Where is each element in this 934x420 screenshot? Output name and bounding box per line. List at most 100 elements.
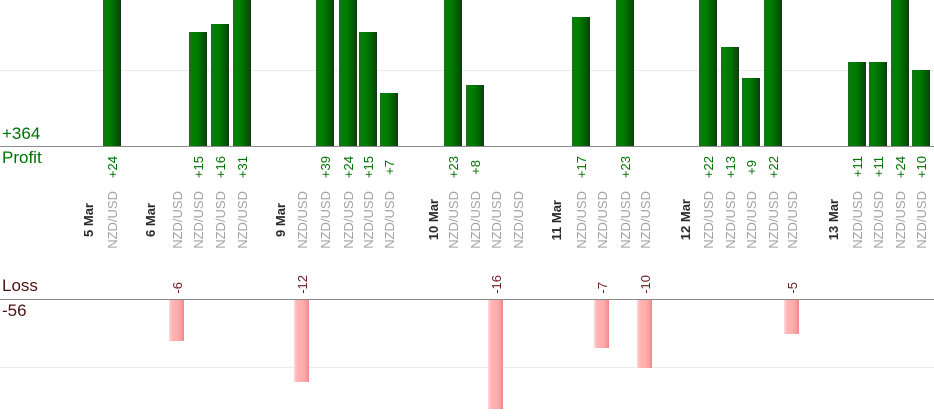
pair-label-text: NZD/USD — [381, 191, 397, 249]
profit-bar — [189, 32, 207, 146]
profit-value-label: +24 — [340, 150, 356, 184]
profit-bar — [444, 0, 462, 146]
loss-gridline — [0, 367, 934, 368]
date-label-text: 9 Mar — [272, 203, 288, 237]
pair-label: NZD/USD — [698, 190, 718, 250]
pair-label: NZD/USD — [358, 190, 378, 250]
profit-value-label-text: +39 — [317, 155, 333, 179]
pair-label: NZD/USD — [615, 190, 635, 250]
profit-value-label-text: +15 — [190, 155, 206, 179]
profit-gridline — [0, 70, 934, 71]
profit-bar — [699, 0, 717, 146]
pair-label-text: NZD/USD — [190, 191, 206, 249]
loss-bar — [488, 300, 503, 409]
profit-value-label-text: +10 — [913, 155, 929, 179]
profit-value-label: +7 — [381, 150, 397, 184]
pair-label: NZD/USD — [592, 190, 612, 250]
profit-value-label: +9 — [743, 150, 759, 184]
pair-label: NZD/USD — [338, 190, 358, 250]
profit-value-label-text: +22 — [765, 155, 781, 179]
pair-label-text: NZD/USD — [340, 191, 356, 249]
pair-label-text: NZD/USD — [234, 191, 250, 249]
profit-value-label: +11 — [849, 150, 865, 184]
profit-value-label-text: +17 — [573, 155, 589, 179]
date-label: 9 Mar — [270, 190, 290, 250]
profit-bar — [848, 62, 866, 146]
pair-label-text: NZD/USD — [169, 191, 185, 249]
pair-label-text: NZD/USD — [573, 191, 589, 249]
profit-value-label: +31 — [234, 150, 250, 184]
profit-bar — [891, 0, 909, 146]
pair-label-text: NZD/USD — [870, 191, 886, 249]
profit-axis-label: Profit — [2, 148, 42, 167]
pair-label: NZD/USD — [315, 190, 335, 250]
pair-label: NZD/USD — [847, 190, 867, 250]
date-label-text: 10 Mar — [425, 199, 441, 241]
pair-label: NZD/USD — [102, 190, 122, 250]
loss-bar — [594, 300, 609, 348]
pair-label-text: NZD/USD — [510, 191, 526, 249]
pair-label: NZD/USD — [465, 190, 485, 250]
profit-value-label-text: +15 — [360, 155, 376, 179]
pair-label-text: NZD/USD — [617, 191, 633, 249]
profit-value-label-text: +11 — [849, 156, 865, 178]
pair-label-text: NZD/USD — [765, 191, 781, 249]
loss-value-label-text: -16 — [488, 275, 504, 294]
loss-value-label: -7 — [594, 260, 610, 294]
profit-bar — [721, 47, 739, 146]
pair-label-text: NZD/USD — [849, 191, 865, 249]
loss-value-label: -5 — [784, 260, 800, 294]
pair-label-text: NZD/USD — [892, 191, 908, 249]
pair-label-text: NZD/USD — [722, 191, 738, 249]
pair-label: NZD/USD — [292, 190, 312, 250]
loss-bar — [294, 300, 309, 382]
pair-label-text: NZD/USD — [212, 191, 228, 249]
profit-value-label: +22 — [700, 150, 716, 184]
pair-label: NZD/USD — [741, 190, 761, 250]
pair-label-text: NZD/USD — [445, 191, 461, 249]
profit-value-label: +10 — [913, 150, 929, 184]
profit-bar — [764, 0, 782, 146]
pair-label: NZD/USD — [571, 190, 591, 250]
loss-bar — [637, 300, 652, 368]
date-label-text: 6 Mar — [142, 203, 158, 237]
pair-label-text: NZD/USD — [488, 191, 504, 249]
date-label-text: 11 Mar — [548, 199, 564, 241]
profit-value-label-text: +13 — [722, 155, 738, 179]
profit-value-label-text: +9 — [743, 159, 759, 175]
loss-value-label: -10 — [637, 260, 653, 294]
date-label: 13 Mar — [823, 190, 843, 250]
profit-bar — [869, 62, 887, 146]
pair-label: NZD/USD — [782, 190, 802, 250]
profit-bar — [211, 24, 229, 146]
profit-value-label-text: +31 — [234, 155, 250, 179]
pair-label: NZD/USD — [188, 190, 208, 250]
pair-label: NZD/USD — [486, 190, 506, 250]
profit-bar — [339, 0, 357, 146]
loss-total-label: -56 — [2, 301, 27, 320]
loss-value-label-text: -6 — [169, 282, 185, 294]
profit-value-label: +15 — [360, 150, 376, 184]
pair-label-text: NZD/USD — [784, 191, 800, 249]
profit-value-label-text: +7 — [381, 159, 397, 175]
loss-value-label: -6 — [169, 260, 185, 294]
profit-total-label: +364 — [2, 124, 41, 143]
pair-label: NZD/USD — [720, 190, 740, 250]
pair-label: NZD/USD — [379, 190, 399, 250]
profit-value-label: +11 — [870, 150, 886, 184]
profit-value-label: +13 — [722, 150, 738, 184]
profit-value-label-text: +22 — [700, 155, 716, 179]
pair-label: NZD/USD — [890, 190, 910, 250]
profit-bar — [742, 78, 760, 146]
profit-bar — [316, 0, 334, 146]
pair-label: NZD/USD — [210, 190, 230, 250]
profit-value-label-text: +24 — [104, 155, 120, 179]
profit-bar — [572, 17, 590, 146]
pair-label: NZD/USD — [167, 190, 187, 250]
date-label-text: 13 Mar — [825, 199, 841, 241]
date-label: 10 Mar — [423, 190, 443, 250]
pair-label-text: NZD/USD — [467, 191, 483, 249]
profit-value-label: +24 — [892, 150, 908, 184]
loss-value-label-text: -5 — [784, 282, 800, 294]
profit-value-label-text: +16 — [212, 155, 228, 179]
